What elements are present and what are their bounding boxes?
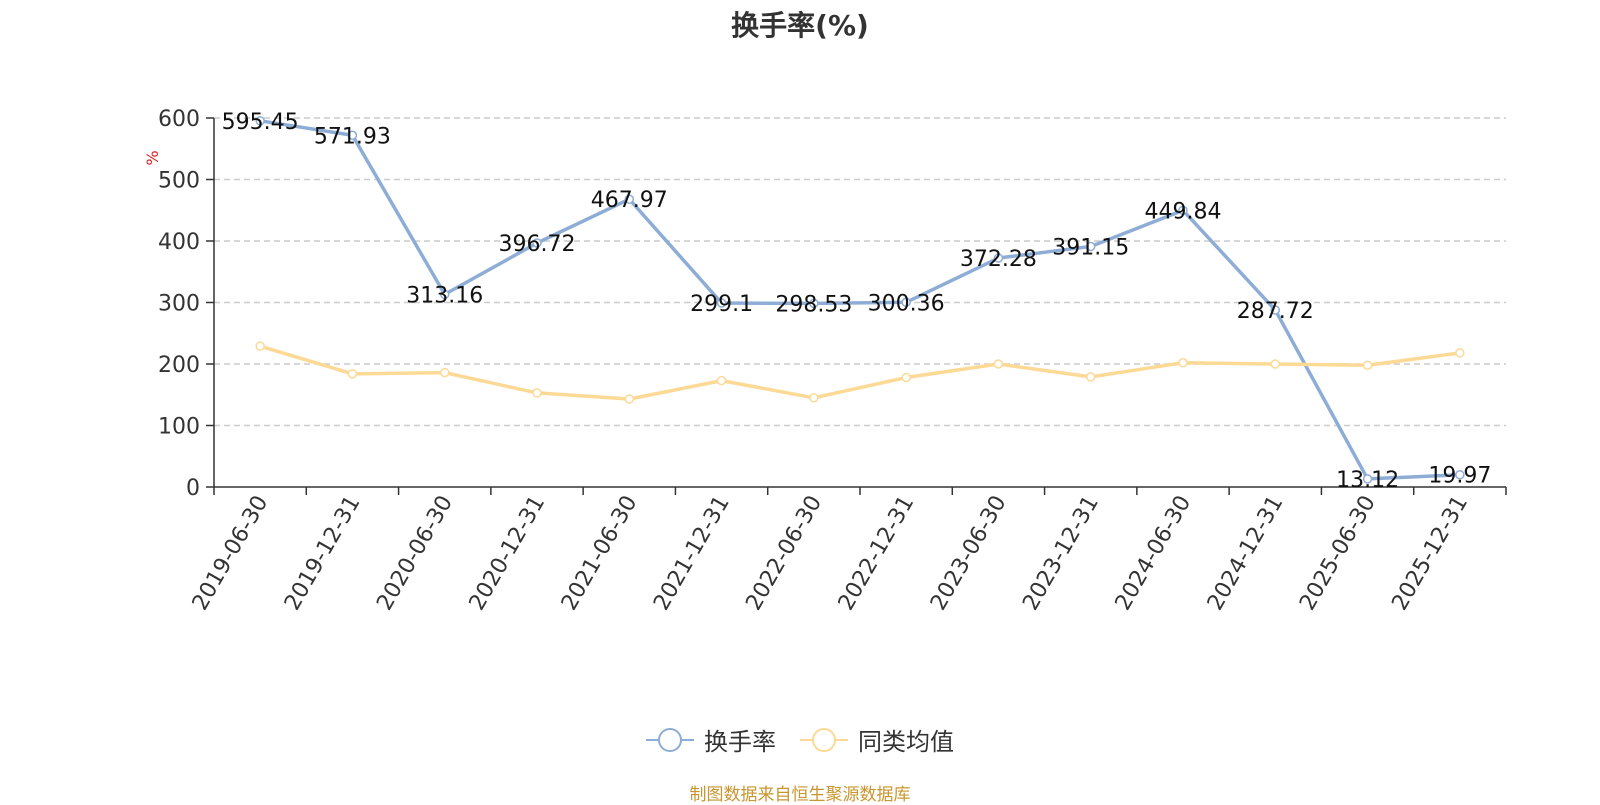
data-label: 13.12 bbox=[1336, 468, 1399, 493]
x-tick-label: 2022-12-31 bbox=[834, 492, 920, 615]
x-tick-label: 2025-12-31 bbox=[1387, 492, 1473, 615]
data-label: 467.97 bbox=[591, 188, 668, 213]
y-tick-label: 100 bbox=[158, 415, 200, 440]
data-label: 595.45 bbox=[222, 110, 299, 135]
data-point bbox=[1362, 360, 1373, 370]
data-point bbox=[439, 289, 450, 300]
data-point bbox=[347, 369, 358, 379]
data-point bbox=[1455, 348, 1465, 358]
data-point bbox=[532, 388, 542, 398]
y-tick-label: 500 bbox=[158, 169, 200, 194]
source-note: 制图数据来自恒生聚源数据库 bbox=[689, 785, 911, 805]
data-point bbox=[1178, 358, 1188, 368]
x-tick-label: 2020-12-31 bbox=[465, 492, 551, 615]
data-label: 396.72 bbox=[499, 232, 576, 257]
data-point bbox=[439, 367, 450, 378]
series-lines bbox=[259, 119, 1461, 481]
x-tick-label: 2023-12-31 bbox=[1018, 492, 1104, 615]
data-label: 449.84 bbox=[1145, 199, 1222, 224]
data-label: 571.93 bbox=[314, 124, 391, 149]
circle-line-marker-icon bbox=[800, 727, 848, 753]
data-point bbox=[809, 393, 819, 403]
y-tick-label: 0 bbox=[186, 476, 200, 501]
x-tick-label: 2025-06-30 bbox=[1295, 492, 1381, 615]
grid-lines bbox=[214, 117, 1506, 427]
data-point bbox=[255, 341, 265, 351]
series-line-2 bbox=[259, 344, 1461, 401]
data-point bbox=[1085, 372, 1096, 382]
data-label: 300.36 bbox=[868, 291, 945, 316]
data-point bbox=[255, 116, 265, 126]
x-tick-label: 2019-12-31 bbox=[280, 492, 366, 615]
data-point bbox=[1178, 205, 1188, 216]
data-label: 372.28 bbox=[960, 247, 1037, 272]
data-labels: 595.45 571.93 313.16 396.72 467.97 299.1 298.5… bbox=[222, 110, 1492, 493]
data-point bbox=[716, 375, 727, 386]
x-tick-label: 2020-06-30 bbox=[372, 492, 458, 615]
legend: 换手率 同类均值 bbox=[0, 722, 1600, 757]
data-point bbox=[901, 297, 911, 308]
series-line-1 bbox=[259, 119, 1460, 481]
data-point bbox=[347, 130, 358, 141]
data-point bbox=[809, 298, 819, 309]
x-tick-label: 2023-06-30 bbox=[926, 492, 1012, 615]
data-label: 19.97 bbox=[1428, 464, 1491, 489]
y-axis-label: % bbox=[143, 150, 162, 165]
series-markers bbox=[255, 116, 1465, 484]
data-point bbox=[993, 359, 1004, 369]
data-label: 313.16 bbox=[406, 283, 483, 308]
y-tick-label: 200 bbox=[158, 353, 200, 378]
data-point bbox=[1270, 305, 1281, 315]
chart-title: 换手率(%) bbox=[731, 9, 869, 42]
data-point bbox=[624, 194, 635, 204]
data-point bbox=[1455, 469, 1465, 480]
x-tick-label: 2021-06-30 bbox=[557, 492, 643, 615]
data-label: 299.1 bbox=[690, 292, 753, 317]
data-label: 287.72 bbox=[1237, 299, 1314, 324]
data-point bbox=[1085, 241, 1096, 252]
legend-label: 换手率 bbox=[704, 728, 776, 756]
data-point bbox=[624, 394, 635, 404]
legend-label: 同类均值 bbox=[858, 728, 954, 756]
y-tick-label: 600 bbox=[158, 107, 200, 132]
x-tick-label: 2024-06-30 bbox=[1111, 492, 1197, 615]
x-tick-label: 2021-12-31 bbox=[649, 492, 735, 615]
legend-item-series-2[interactable]: 同类均值 bbox=[800, 722, 954, 757]
x-tick-label: 2019-06-30 bbox=[188, 492, 274, 615]
x-tick-label: 2022-06-30 bbox=[741, 492, 827, 615]
legend-item-series-1[interactable]: 换手率 bbox=[646, 722, 776, 757]
y-tick-label: 400 bbox=[158, 230, 200, 255]
x-tick-label: 2024-12-31 bbox=[1203, 492, 1289, 615]
data-point bbox=[901, 372, 911, 383]
data-point bbox=[1362, 474, 1373, 484]
data-point bbox=[993, 253, 1004, 263]
data-label: 391.15 bbox=[1052, 235, 1129, 260]
circle-line-marker-icon bbox=[646, 727, 694, 753]
data-point bbox=[532, 238, 542, 248]
y-tick-label: 300 bbox=[158, 292, 200, 317]
data-label: 298.53 bbox=[775, 292, 852, 317]
data-point bbox=[716, 298, 727, 308]
data-point bbox=[1270, 359, 1281, 369]
